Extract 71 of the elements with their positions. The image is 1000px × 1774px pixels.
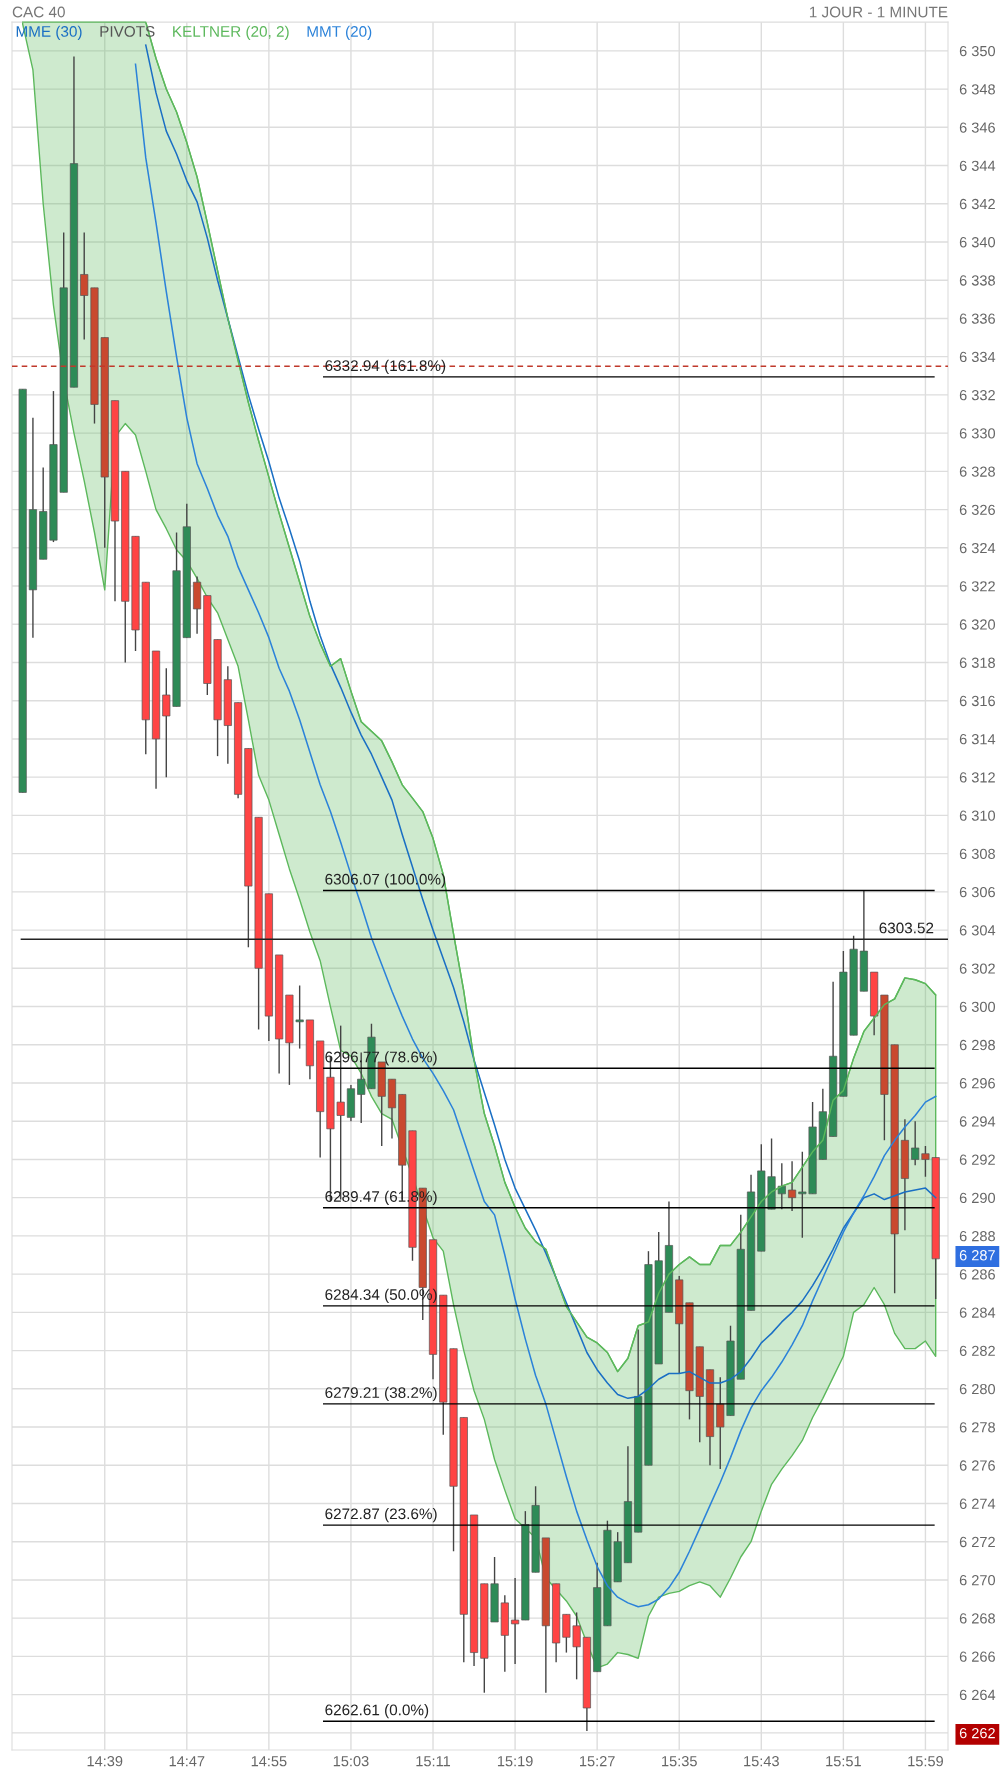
x-tick-label: 15:51: [826, 1756, 861, 1767]
chart-title: CAC 40: [12, 6, 65, 18]
y-tick-label: 6 284: [959, 1307, 996, 1318]
y-tick-label: 6 266: [959, 1651, 995, 1662]
y-tick-label: 6 272: [959, 1536, 995, 1548]
y-tick-label: 6 332: [959, 389, 995, 401]
y-tick-label: 6 324: [959, 542, 996, 554]
y-tick-label: 6 350: [959, 45, 996, 57]
y-tick-label: 6 318: [959, 657, 995, 668]
y-tick-label: 6 262: [959, 1727, 995, 1739]
series-label: KELTNER (20, 2): [173, 25, 289, 40]
y-tick-label: 6 278: [959, 1422, 995, 1433]
x-tick-label: 14:39: [87, 1755, 123, 1767]
y-tick-label: 6 312: [959, 772, 995, 783]
candlestick: [788, 1160, 797, 1212]
y-tick-label: 6 322: [959, 581, 995, 592]
y-tick-label: 6 268: [959, 1613, 995, 1624]
y-tick-label: 6 294: [959, 1116, 996, 1127]
y-tick-label: 6 334: [959, 351, 996, 363]
y-tick-label: 6 346: [959, 122, 995, 133]
y-tick-label: 6 328: [959, 466, 995, 477]
y-tick-label: 6 310: [959, 810, 996, 821]
ref-line-label: 6262.61 (0.0%): [325, 1704, 429, 1719]
y-tick-label: 6 308: [959, 848, 995, 860]
y-tick-label: 6 340: [959, 237, 996, 248]
y-tick-label: 6 314: [959, 734, 996, 745]
x-tick-label: 15:27: [580, 1755, 615, 1767]
y-tick-label: 6 288: [959, 1230, 995, 1242]
x-tick-label: 15:03: [333, 1755, 369, 1767]
x-tick-label: 15:19: [497, 1755, 533, 1767]
y-tick-label: 6 326: [959, 504, 995, 515]
y-tick-label: 6 287: [959, 1250, 995, 1261]
y-tick-label: 6 330: [959, 428, 996, 439]
y-tick-label: 6 302: [959, 963, 995, 974]
text: MMT (20): [307, 25, 372, 40]
ref-line-label: 6279.21 (38.2%): [325, 1386, 437, 1402]
y-tick-label: 6 270: [959, 1575, 996, 1586]
y-tick-label: 6 304: [959, 925, 996, 936]
x-tick-label: 14:47: [169, 1756, 205, 1767]
x-tick-label: 15:35: [662, 1755, 697, 1767]
ref-line-label: 6272.87 (23.6%): [325, 1507, 437, 1523]
y-tick-label: 6 342: [959, 198, 995, 210]
line-series: [145, 44, 937, 1400]
y-tick-label: 6 316: [959, 695, 995, 707]
y-tick-label: 6 276: [959, 1460, 995, 1471]
y-tick-label: 6 336: [959, 313, 995, 324]
x-tick-label: 15:43: [744, 1755, 779, 1767]
y-tick-label: 6 338: [959, 275, 995, 286]
text: MME (30): [16, 25, 82, 40]
y-tick-label: 6 286: [959, 1269, 995, 1280]
y-tick-label: 6 320: [959, 619, 996, 630]
y-tick-label: 6 280: [959, 1383, 996, 1395]
y-tick-label: 6 306: [959, 886, 995, 898]
y-tick-label: 6 348: [959, 84, 995, 95]
y-tick-label: 6 300: [959, 1001, 996, 1012]
ref-line-label: 6303.52: [879, 922, 934, 934]
y-tick-label: 6 290: [959, 1192, 996, 1204]
y-tick-label: 6 264: [959, 1689, 996, 1701]
ref-line-label: 6332.94 (161.8%): [325, 359, 446, 375]
y-tick-label: 6 344: [959, 160, 996, 171]
y-tick-label: 6 298: [959, 1039, 995, 1051]
chart-subtitle: 1 JOUR - 1 MINUTE: [809, 6, 948, 18]
y-tick-label: 6 282: [959, 1345, 995, 1356]
line-series: [134, 63, 937, 1608]
x-tick-label: 14:55: [251, 1756, 287, 1767]
y-tick-label: 6 292: [959, 1154, 995, 1165]
x-tick-label: 15:59: [908, 1755, 943, 1767]
x-tick-label: 15:11: [416, 1756, 451, 1767]
y-tick-label: 6 274: [959, 1498, 996, 1509]
y-tick-label: 6 296: [959, 1078, 995, 1089]
candlestick: [511, 1577, 520, 1665]
